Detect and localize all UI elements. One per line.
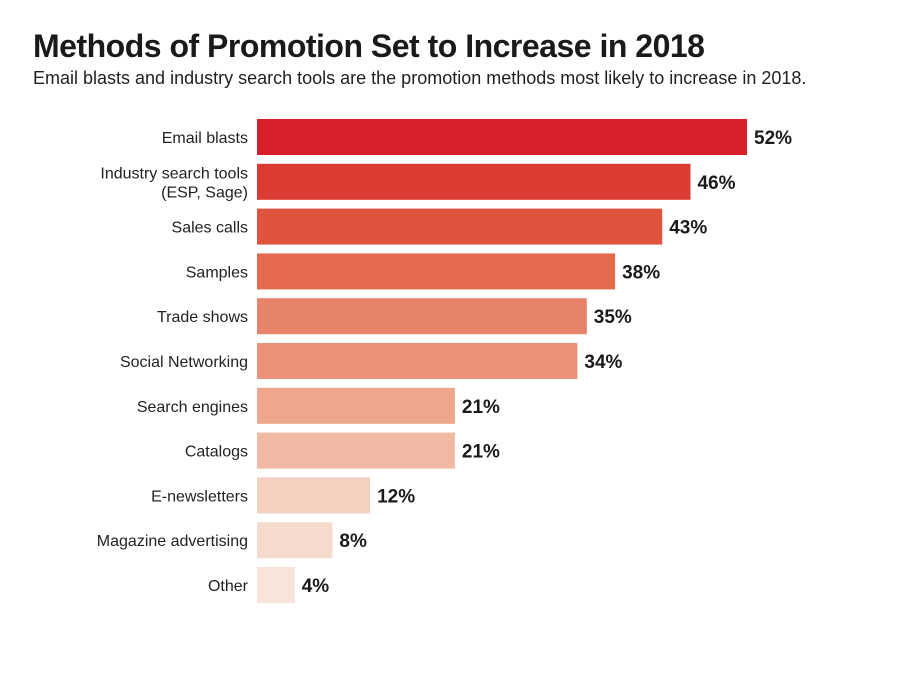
chart-title: Methods of Promotion Set to Increase in … — [33, 28, 705, 64]
bar-group: Industry search tools (ESP, Sage) 46% — [100, 163, 736, 201]
bar-group: Catalogs 21% — [185, 432, 500, 469]
category-label: Social Networking — [120, 354, 248, 371]
bar-group: Email blasts 52% — [162, 119, 792, 155]
category-label: Email blasts — [162, 130, 248, 147]
bar — [257, 522, 333, 559]
value-label: 34% — [584, 352, 622, 373]
value-label: 46% — [697, 173, 735, 194]
bar-group: Search engines 21% — [137, 387, 500, 424]
category-label: Sales calls — [172, 220, 248, 237]
category-label: E-newsletters — [151, 488, 248, 505]
bar — [257, 567, 295, 603]
bar-group: Social Networking 34% — [120, 343, 623, 379]
value-label: 43% — [669, 218, 707, 239]
value-label: 21% — [462, 397, 500, 418]
category-label: Trade shows — [157, 309, 248, 326]
bar-group: Other 4% — [208, 567, 329, 603]
bar — [257, 343, 578, 379]
bar — [257, 387, 455, 424]
bar — [257, 119, 747, 155]
category-label: Industry search tools — [100, 165, 248, 182]
category-label: Catalogs — [185, 444, 248, 461]
bar — [257, 298, 587, 335]
bar — [257, 253, 616, 290]
value-label: 38% — [622, 262, 660, 283]
bar — [257, 432, 455, 469]
chart-subtitle: Email blasts and industry search tools a… — [33, 68, 807, 88]
value-label: 4% — [302, 576, 330, 597]
bar — [257, 163, 691, 200]
bar — [257, 208, 663, 245]
bar-group: Trade shows 35% — [157, 298, 632, 335]
category-label: (ESP, Sage) — [161, 184, 248, 201]
category-label: Other — [208, 578, 249, 595]
category-label: Samples — [186, 264, 248, 281]
bar-group: E-newsletters 12% — [151, 477, 415, 514]
value-label: 8% — [339, 531, 367, 552]
value-label: 35% — [594, 307, 632, 328]
bar-group: Sales calls 43% — [172, 208, 707, 245]
category-label: Search engines — [137, 399, 248, 416]
value-label: 52% — [754, 128, 792, 149]
bar-group: Samples 38% — [186, 253, 660, 290]
value-label: 12% — [377, 486, 415, 507]
bar — [257, 477, 371, 514]
bar-group: Magazine advertising 8% — [97, 522, 367, 559]
value-label: 21% — [462, 442, 500, 463]
category-label: Magazine advertising — [97, 533, 248, 550]
